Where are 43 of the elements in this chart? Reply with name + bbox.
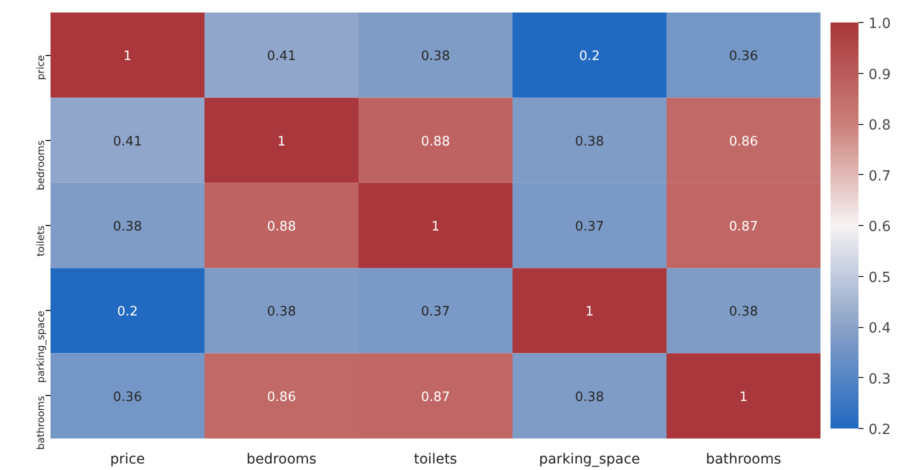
y-tick-label: price xyxy=(36,55,47,80)
color-bar-label: 0.7 xyxy=(868,168,891,184)
color-bar-label: 0.8 xyxy=(868,118,891,134)
data-label: 0.38 xyxy=(729,304,758,320)
data-label: 1 xyxy=(585,304,594,320)
x-tick-label: parking_space xyxy=(538,452,640,468)
data-label: 1 xyxy=(277,134,286,150)
data-label: 0.38 xyxy=(113,220,142,234)
data-label: 0.41 xyxy=(267,49,296,64)
data-label: 0.36 xyxy=(729,49,758,64)
data-label: 0.38 xyxy=(421,49,450,64)
data-label: 0.2 xyxy=(579,49,600,64)
data-label: 0.88 xyxy=(421,134,450,150)
x-tick-label: bathrooms xyxy=(706,452,782,468)
color-bar-label: 0.5 xyxy=(868,270,891,286)
data-label: 0.88 xyxy=(267,220,296,234)
color-bar-label: 0.4 xyxy=(868,320,891,336)
x-tick-label: price xyxy=(110,452,145,468)
color-bar-label: 1.0 xyxy=(868,16,891,32)
data-label: 0.38 xyxy=(575,134,604,150)
x-tick-label: toilets xyxy=(414,452,458,468)
color-bar-label: 0.3 xyxy=(868,371,891,388)
data-label: 0.87 xyxy=(421,390,450,405)
data-label: 0.41 xyxy=(113,134,142,150)
data-label: 0.38 xyxy=(267,304,296,320)
color-bar-label: 0.2 xyxy=(868,422,891,438)
data-label: 0.2 xyxy=(117,304,138,320)
y-tick-label: parking_space xyxy=(36,310,47,383)
data-label: 0.36 xyxy=(113,390,142,405)
data-label: 0.86 xyxy=(729,134,758,150)
data-label: 1 xyxy=(431,220,440,234)
data-label: 0.87 xyxy=(729,220,758,234)
data-label: 0.86 xyxy=(267,390,296,405)
y-tick-label: toilets xyxy=(36,225,47,256)
x-tick-label: bedrooms xyxy=(246,452,316,468)
data-label: 0.38 xyxy=(575,390,604,405)
y-tick-label: bedrooms xyxy=(36,140,47,190)
data-label: 1 xyxy=(123,49,132,64)
data-label: 0.37 xyxy=(575,220,604,234)
data-label: 1 xyxy=(739,390,748,405)
color-bar-label: 0.9 xyxy=(868,66,891,83)
data-label: 0.37 xyxy=(421,304,450,320)
color-bar-label: 0.6 xyxy=(868,219,891,235)
